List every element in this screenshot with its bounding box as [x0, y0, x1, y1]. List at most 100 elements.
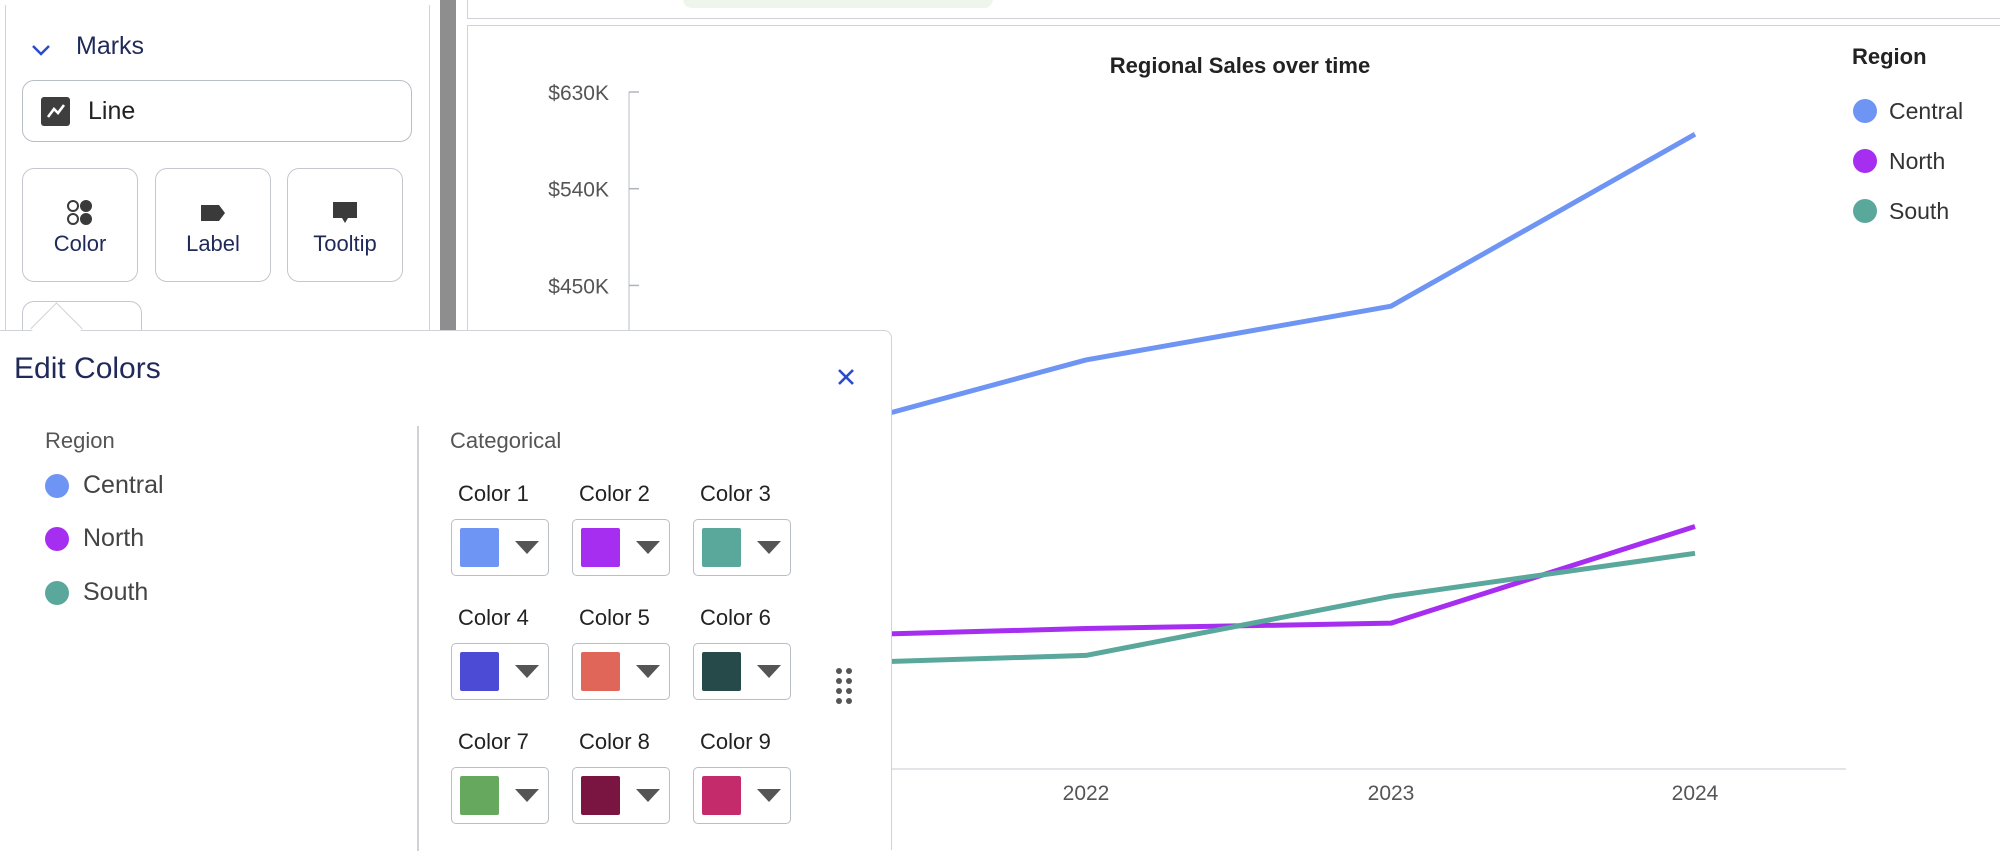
swatch-color-1: Color 1: [451, 481, 551, 576]
color-picker-button[interactable]: [693, 767, 791, 824]
series-line-central[interactable]: [807, 132, 1697, 438]
swatch-color-2: Color 2: [572, 481, 672, 576]
dialog-divider: [417, 426, 419, 851]
swatch-label: Color 2: [579, 481, 650, 506]
region-item-central[interactable]: Central: [45, 471, 164, 500]
color-picker-button[interactable]: [572, 519, 670, 576]
region-label: North: [83, 524, 145, 552]
color-picker-button[interactable]: [451, 519, 549, 576]
label-tag-icon: [199, 199, 227, 227]
color-chip: [702, 776, 741, 815]
region-item-north[interactable]: North: [45, 524, 144, 553]
dropdown-arrow-icon: [515, 789, 539, 802]
swatch-label: Color 9: [700, 729, 771, 754]
detail-mark-button[interactable]: [22, 301, 142, 341]
y-tick-label: $630K: [548, 82, 609, 105]
swatch-label: Color 5: [579, 605, 650, 630]
dropdown-arrow-icon: [757, 665, 781, 678]
mark-type-select[interactable]: Line: [22, 80, 412, 142]
legend-label: North: [1889, 147, 1946, 174]
swatch-label: Color 3: [700, 481, 771, 506]
legend-swatch: [1853, 99, 1877, 123]
dropdown-arrow-icon: [757, 789, 781, 802]
color-mark-button[interactable]: Color: [22, 168, 138, 282]
x-tick-label: 2022: [1063, 782, 1110, 805]
swatch-color-8: Color 8: [572, 729, 672, 824]
swatch-label: Color 4: [458, 605, 529, 630]
dropdown-arrow-icon: [636, 541, 660, 554]
color-icon: [66, 199, 94, 227]
dropdown-arrow-icon: [515, 541, 539, 554]
dropdown-arrow-icon: [636, 789, 660, 802]
color-chip: [460, 776, 499, 815]
series-line-north[interactable]: [807, 524, 1696, 639]
color-chip: [581, 652, 620, 691]
legend-item-south[interactable]: South: [1852, 186, 1963, 236]
swatch-color-5: Color 5: [572, 605, 672, 700]
color-picker-button[interactable]: [693, 519, 791, 576]
dropdown-arrow-icon: [515, 665, 539, 678]
legend-title: Region: [1852, 44, 1927, 69]
swatch-label: Color 1: [458, 481, 529, 506]
swatch-color-4: Color 4: [451, 605, 551, 700]
label-mark-button[interactable]: Label: [155, 168, 271, 282]
legend-swatch: [1853, 199, 1877, 223]
filter-pill[interactable]: [683, 0, 993, 8]
legend-item-north[interactable]: North: [1852, 136, 1963, 186]
swatch-color-6: Color 6: [693, 605, 793, 700]
color-picker-button[interactable]: [451, 767, 549, 824]
top-strip: [467, 0, 2000, 19]
label-mark-label: Label: [186, 231, 240, 256]
chart-title: Regional Sales over time: [1110, 53, 1370, 78]
color-picker-button[interactable]: [572, 643, 670, 700]
x-tick-label: 2024: [1672, 782, 1719, 805]
color-mark-label: Color: [53, 231, 107, 256]
color-chip: [702, 528, 741, 567]
x-tick-label: 2023: [1368, 782, 1415, 805]
tooltip-mark-label: Tooltip: [313, 231, 377, 256]
swatch-color-3: Color 3: [693, 481, 793, 576]
tooltip-mark-button[interactable]: Tooltip: [287, 168, 403, 282]
tooltip-icon: [331, 199, 359, 227]
chart-legend: Region Central North South: [1852, 44, 1963, 236]
color-picker-button[interactable]: [693, 643, 791, 700]
close-icon[interactable]: [835, 366, 857, 388]
y-tick-label: $450K: [548, 275, 609, 298]
mark-type-label: Line: [88, 96, 136, 125]
swatch-label: Color 6: [700, 605, 771, 630]
drag-handle-icon[interactable]: [834, 667, 854, 707]
dialog-title: Edit Colors: [14, 352, 161, 385]
line-chart-icon: [41, 96, 70, 126]
marks-header[interactable]: Marks: [30, 31, 144, 61]
region-swatch: [45, 473, 69, 498]
swatch-color-9: Color 9: [693, 729, 793, 824]
color-chip: [702, 652, 741, 691]
y-tick-label: $540K: [548, 179, 609, 202]
marks-title: Marks: [76, 31, 145, 60]
chevron-down-icon[interactable]: [30, 39, 52, 61]
legend-swatch: [1853, 149, 1877, 173]
color-picker-button[interactable]: [572, 767, 670, 824]
region-header: Region: [45, 428, 115, 453]
region-item-south[interactable]: South: [45, 578, 148, 607]
legend-label: Central: [1889, 97, 1964, 124]
color-chip: [460, 528, 499, 567]
series-line-south[interactable]: [807, 550, 1696, 667]
swatch-label: Color 8: [579, 729, 650, 754]
dropdown-arrow-icon: [757, 541, 781, 554]
dropdown-arrow-icon: [636, 665, 660, 678]
swatch-color-7: Color 7: [451, 729, 551, 824]
palette-header: Categorical: [450, 428, 562, 453]
swatch-label: Color 7: [458, 729, 529, 754]
legend-label: South: [1889, 197, 1950, 224]
region-label: Central: [83, 471, 164, 499]
color-chip: [460, 652, 499, 691]
region-swatch: [45, 580, 69, 605]
edit-colors-dialog: Edit Colors Region Central North South C…: [0, 330, 892, 851]
color-chip: [581, 528, 620, 567]
region-label: South: [83, 578, 149, 606]
legend-item-central[interactable]: Central: [1852, 86, 1963, 136]
region-swatch: [45, 526, 69, 551]
color-chip: [581, 776, 620, 815]
color-picker-button[interactable]: [451, 643, 549, 700]
